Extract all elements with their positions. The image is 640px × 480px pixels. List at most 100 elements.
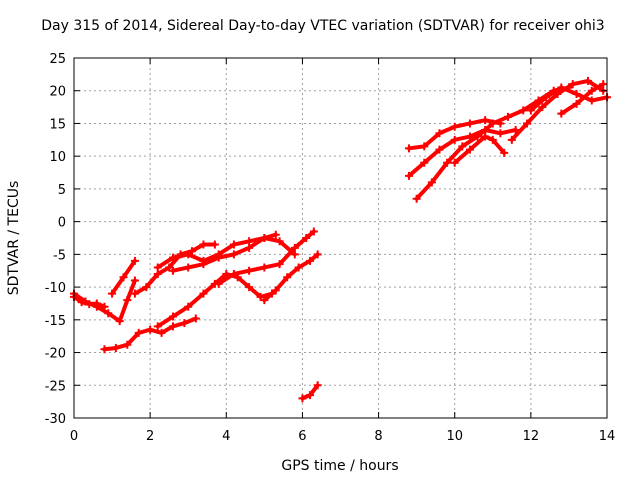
- data-point: [526, 106, 535, 115]
- y-tick-label: -5: [53, 248, 66, 263]
- data-point: [245, 266, 254, 275]
- plot-frame: [73, 57, 608, 419]
- data-point: [465, 145, 474, 154]
- data-point: [557, 109, 566, 118]
- data-point: [130, 276, 139, 285]
- data-point: [157, 328, 166, 337]
- data-point: [123, 340, 132, 349]
- data-point: [283, 273, 292, 282]
- data-point: [123, 296, 132, 305]
- data-point: [435, 129, 444, 138]
- data-point: [519, 106, 528, 115]
- data-point: [245, 243, 254, 252]
- data-point: [450, 135, 459, 144]
- data-point: [496, 129, 505, 138]
- x-tick-label: 0: [70, 429, 78, 444]
- data-point: [405, 144, 414, 153]
- data-point: [507, 135, 516, 144]
- data-point: [229, 270, 238, 278]
- x-tick-label: 8: [374, 429, 382, 444]
- data-point: [542, 93, 551, 102]
- data-point: [130, 289, 139, 298]
- y-tick-label: 20: [49, 85, 66, 100]
- data-point: [488, 135, 497, 144]
- data-point: [481, 132, 490, 141]
- data-point: [146, 325, 155, 334]
- series-track-10: [260, 250, 322, 305]
- data-point: [500, 148, 509, 157]
- data-point: [294, 263, 303, 272]
- data-point: [168, 253, 177, 262]
- data-point: [119, 273, 128, 282]
- data-point: [100, 345, 109, 354]
- series-track-15: [450, 132, 509, 167]
- data-point: [557, 83, 566, 92]
- data-point: [572, 90, 581, 98]
- series-track-18: [557, 80, 608, 118]
- series-track-11: [298, 381, 322, 403]
- data-point: [504, 112, 513, 121]
- data-point: [313, 250, 322, 259]
- data-point: [199, 260, 208, 269]
- y-tick-label: 5: [58, 183, 66, 198]
- x-tick-label: 6: [298, 429, 306, 444]
- data-point: [260, 296, 269, 305]
- data-point: [180, 319, 189, 328]
- y-tick-label: -20: [45, 347, 66, 362]
- data-point: [260, 263, 269, 272]
- data-point: [420, 158, 429, 167]
- data-point: [214, 279, 223, 288]
- data-point: [290, 243, 299, 252]
- data-point: [115, 317, 124, 326]
- data-point: [568, 80, 577, 89]
- data-point: [458, 142, 467, 151]
- x-axis-label: GPS time / hours: [281, 458, 398, 474]
- data-point: [184, 302, 193, 311]
- y-axis-label: SDTVAR / TECUs: [6, 181, 22, 296]
- data-point: [587, 86, 596, 95]
- data-point: [538, 103, 547, 112]
- data-point: [450, 122, 459, 131]
- data-point: [153, 263, 162, 272]
- data-point: [302, 234, 311, 242]
- series-track-4: [108, 256, 139, 298]
- data-point: [229, 250, 238, 259]
- series-track-17: [526, 83, 611, 115]
- series-line: [559, 82, 606, 116]
- data-point: [309, 227, 318, 236]
- data-point: [81, 297, 90, 306]
- data-point: [488, 119, 497, 128]
- y-tick-label: -10: [45, 281, 66, 296]
- data-point: [587, 96, 596, 105]
- x-tick-label: 4: [222, 429, 230, 444]
- data-point: [435, 145, 444, 154]
- data-point: [427, 178, 436, 187]
- x-tick-label: 10: [446, 429, 463, 444]
- series-track-3: [100, 314, 200, 354]
- data-point: [134, 328, 143, 337]
- x-tick-label: 2: [146, 429, 154, 444]
- axis-ticks: 0 2 4 6 8 10 12 14 -30 -25 -20 -15 -10 -5 0 5 10 15 20 25: [45, 52, 616, 444]
- y-tick-label: 0: [58, 216, 66, 231]
- data-point: [184, 250, 193, 259]
- data-series: [70, 76, 611, 403]
- data-point: [275, 237, 284, 246]
- y-tick-label: -15: [45, 314, 66, 329]
- data-point: [275, 260, 284, 269]
- data-point: [199, 240, 208, 249]
- grid-lines: [74, 58, 607, 418]
- data-point: [271, 230, 280, 239]
- data-point: [298, 394, 307, 403]
- y-tick-label: 25: [49, 52, 66, 67]
- data-point: [583, 76, 592, 85]
- data-point: [199, 289, 208, 298]
- data-point: [191, 314, 200, 323]
- series-track-7: [168, 234, 299, 275]
- data-point: [260, 234, 269, 242]
- data-point: [450, 158, 459, 167]
- data-point: [214, 253, 223, 262]
- data-point: [420, 142, 429, 151]
- chart-title: Day 315 of 2014, Sidereal Day-to-day VTE…: [41, 18, 604, 34]
- data-point: [104, 309, 113, 318]
- data-point: [184, 263, 193, 272]
